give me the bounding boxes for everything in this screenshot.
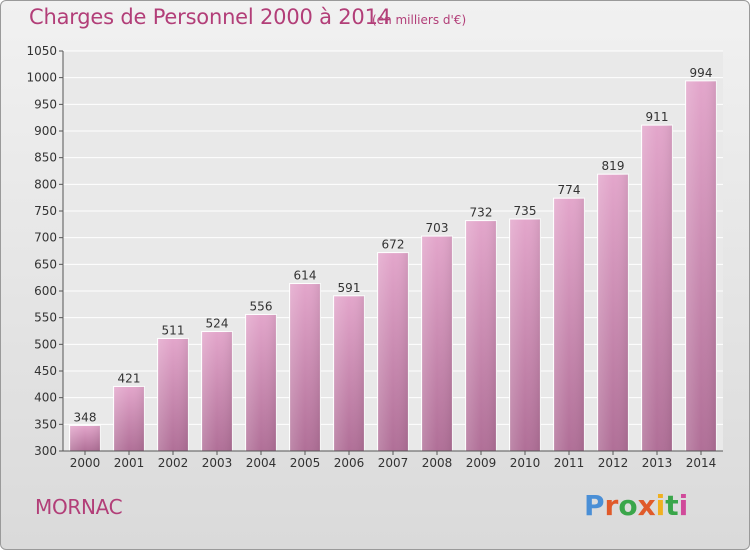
commune-name: MORNAC [35, 495, 123, 519]
logo-letter: x [637, 489, 656, 522]
bar-value-label: 911 [646, 110, 669, 124]
y-tick-label: 300 [34, 444, 57, 458]
bar-value-label: 421 [118, 371, 141, 385]
y-tick-label: 1050 [26, 44, 57, 58]
bar-value-label: 735 [514, 204, 537, 218]
bar-shade [69, 425, 101, 451]
bar-value-label: 556 [250, 299, 273, 313]
y-tick-label: 500 [34, 337, 57, 351]
bar-value-label: 819 [602, 159, 625, 173]
y-tick-label: 600 [34, 284, 57, 298]
x-tick-label: 2007 [378, 456, 409, 470]
bar-value-label: 511 [162, 323, 185, 337]
x-tick-label: 2002 [158, 456, 189, 470]
bar-value-label: 994 [690, 66, 713, 80]
bar-value-label: 348 [74, 410, 97, 424]
y-tick-label: 650 [34, 257, 57, 271]
bar-value-label: 524 [206, 317, 229, 331]
logo-letter: t [665, 489, 679, 522]
chart-title: Charges de Personnel 2000 à 2014 [29, 5, 391, 29]
x-tick-label: 2001 [114, 456, 145, 470]
chart-subtitle: (en milliers d'€) [372, 13, 467, 27]
bar-shade [597, 174, 629, 451]
x-tick-label: 2005 [290, 456, 321, 470]
x-tick-label: 2000 [70, 456, 101, 470]
x-tick-label: 2014 [686, 456, 717, 470]
y-tick-label: 1000 [26, 71, 57, 85]
x-tick-label: 2003 [202, 456, 233, 470]
x-tick-label: 2004 [246, 456, 277, 470]
logo-letter: i [655, 489, 666, 522]
bar-shade [333, 295, 365, 451]
bar-shade [245, 314, 277, 451]
bar-shade [509, 219, 541, 451]
y-tick-label: 800 [34, 177, 57, 191]
proxiti-logo: Proxiti [584, 489, 688, 522]
bar-value-label: 732 [470, 206, 493, 220]
y-tick-label: 850 [34, 151, 57, 165]
logo-letter: P [584, 489, 605, 522]
logo-letter: r [604, 489, 619, 522]
y-tick-label: 750 [34, 204, 57, 218]
logo-letter: o [618, 489, 638, 522]
x-tick-label: 2011 [554, 456, 585, 470]
bar-shade [641, 125, 673, 451]
bar-shade [685, 80, 717, 451]
y-tick-label: 900 [34, 124, 57, 138]
bar-shade [201, 331, 233, 451]
bar-value-label: 774 [558, 183, 581, 197]
y-tick-label: 450 [34, 364, 57, 378]
x-tick-label: 2012 [598, 456, 629, 470]
x-tick-label: 2013 [642, 456, 673, 470]
y-tick-label: 550 [34, 311, 57, 325]
bar-shade [377, 252, 409, 451]
bar-value-label: 591 [338, 281, 361, 295]
bar-shade [553, 198, 585, 451]
y-tick-label: 950 [34, 97, 57, 111]
x-tick-label: 2009 [466, 456, 497, 470]
bar-shade [289, 283, 321, 451]
logo-letter: i [678, 489, 689, 522]
bar-shade [113, 386, 145, 451]
x-tick-label: 2006 [334, 456, 365, 470]
bar-shade [465, 220, 497, 451]
x-tick-label: 2010 [510, 456, 541, 470]
bar-value-label: 703 [426, 221, 449, 235]
y-tick-label: 400 [34, 391, 57, 405]
bar-shade [421, 236, 453, 451]
y-tick-label: 350 [34, 417, 57, 431]
y-tick-label: 700 [34, 231, 57, 245]
x-tick-label: 2008 [422, 456, 453, 470]
bar-value-label: 614 [294, 269, 317, 283]
bar-value-label: 672 [382, 238, 405, 252]
bar-shade [157, 338, 189, 451]
